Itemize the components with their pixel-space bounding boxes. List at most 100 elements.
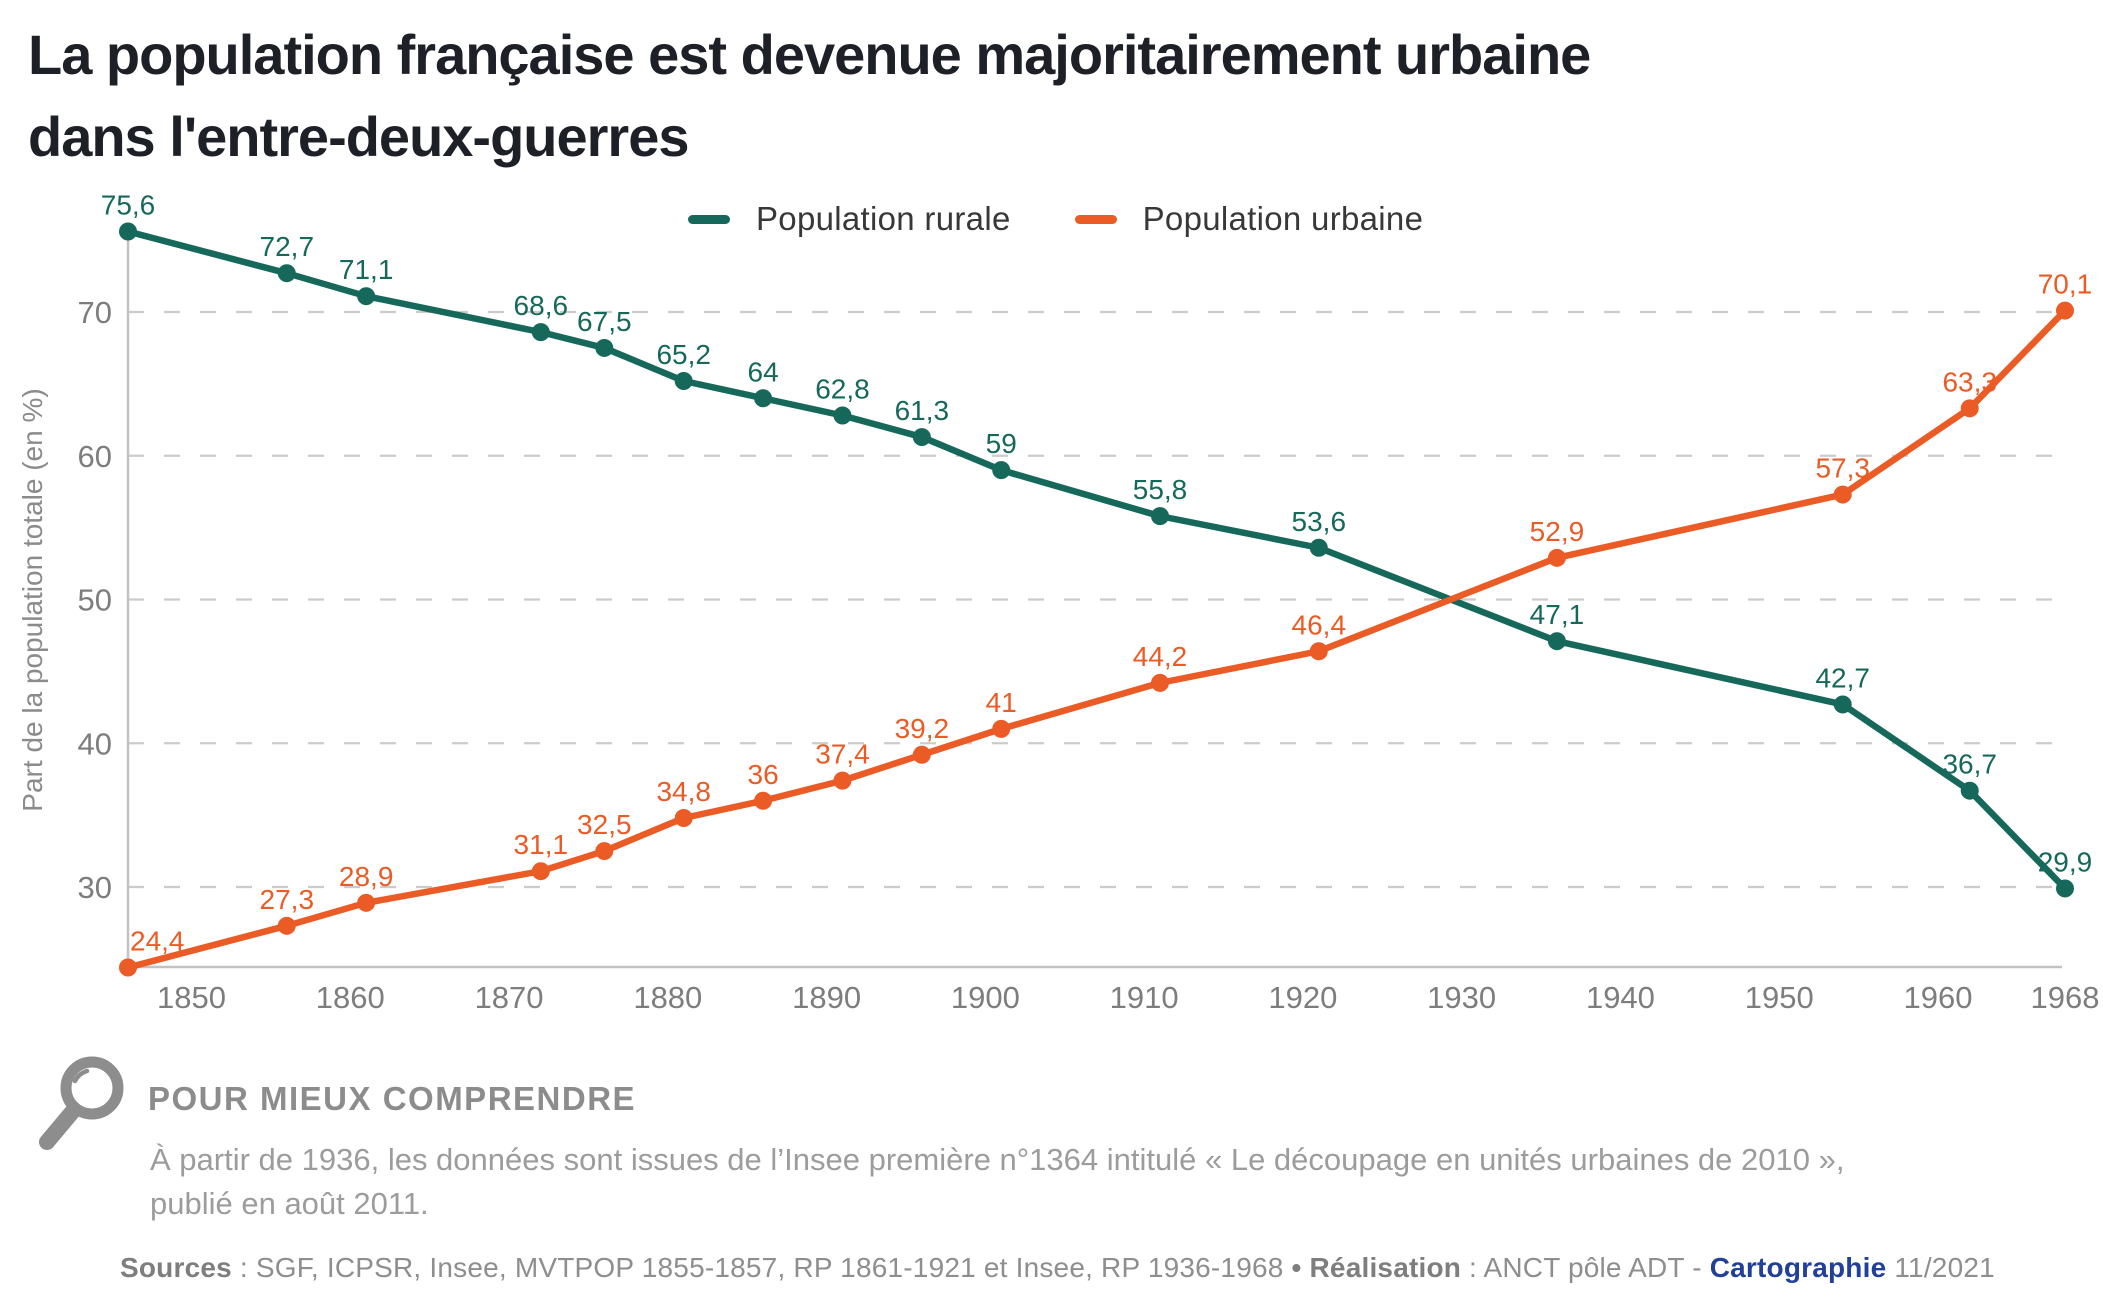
rural-data-point [1833, 695, 1852, 714]
sources-label: Sources [120, 1252, 232, 1283]
rural-data-point [912, 428, 931, 447]
rural-data-label: 65,2 [656, 339, 711, 370]
rural-data-point [2055, 879, 2074, 898]
rural-data-label: 42,7 [1815, 662, 1870, 693]
rural-data-point [119, 222, 137, 241]
urban-data-label: 39,2 [895, 713, 950, 744]
x-tick-label: 1900 [951, 980, 1020, 1015]
urban-data-point [674, 809, 693, 827]
x-tick-label: 1880 [633, 980, 702, 1015]
rural-data-point [357, 287, 376, 306]
rural-data-point [992, 461, 1011, 480]
rural-data-label: 71,1 [339, 254, 394, 285]
rural-data-point [1960, 781, 1979, 800]
realisation-label: • Réalisation [1291, 1252, 1462, 1283]
x-tick-label: 1950 [1745, 980, 1814, 1015]
rural-data-point [1151, 507, 1170, 526]
y-tick-label: 60 [78, 439, 112, 474]
urban-data-label: 32,5 [577, 809, 632, 840]
urban-data-label: 63,3 [1942, 366, 1997, 397]
rural-data-label: 75,6 [101, 190, 156, 221]
urban-data-point [277, 916, 296, 935]
urban-data-label: 57,3 [1815, 453, 1870, 484]
rural-data-label: 62,8 [815, 374, 870, 405]
x-tick-label: 1860 [316, 980, 385, 1015]
rural-data-label: 55,8 [1133, 474, 1188, 505]
rural-data-label: 59 [986, 428, 1017, 459]
urban-data-point [1833, 485, 1852, 504]
urban-data-point [992, 719, 1011, 738]
rural-data-point [833, 406, 852, 425]
x-tick-label: 1960 [1903, 980, 1972, 1015]
y-tick-label: 50 [78, 583, 112, 618]
urban-data-point [833, 771, 852, 790]
urban-data-point [912, 745, 931, 764]
page-title-line1: La population française est devenue majo… [28, 23, 1591, 86]
rural-data-point [277, 264, 296, 283]
rural-data-label: 47,1 [1530, 599, 1585, 630]
urban-data-label: 44,2 [1133, 641, 1188, 672]
urban-data-label: 27,3 [260, 884, 315, 915]
x-tick-label: 1968 [2031, 980, 2100, 1015]
note-heading: POUR MIEUX COMPRENDRE [148, 1080, 637, 1117]
urban-data-label: 70,1 [2038, 269, 2093, 300]
urban-data-label: 41 [986, 687, 1017, 718]
page-title: La population française est devenue majo… [28, 14, 1591, 178]
magnifier-icon [39, 1056, 124, 1150]
legend-item-urban: Population urbaine [1074, 200, 1424, 238]
y-tick-label: 70 [78, 295, 112, 330]
rural-line [124, 228, 2069, 892]
population-line-chart: 30 40 50 60 70 1850 1860 1870 1880 1890 1900 1910 19… [17, 190, 2100, 1016]
rural-data-point [1547, 632, 1566, 651]
urban-data-label: 52,9 [1530, 516, 1585, 547]
rural-data-point [1309, 538, 1328, 557]
urban-data-point [2055, 301, 2074, 320]
rural-data-label: 72,7 [260, 231, 315, 262]
realisation-text: : ANCT pôle ADT - [1461, 1252, 1710, 1283]
note-body-line2: publié en août 2011. [150, 1186, 429, 1221]
y-tick-label: 40 [78, 726, 112, 761]
urban-data-point [1547, 548, 1566, 567]
rural-data-point [754, 389, 773, 408]
legend-label-urban: Population urbaine [1142, 200, 1424, 237]
x-tick-label: 1850 [157, 980, 226, 1015]
rural-data-label: 36,7 [1942, 749, 1997, 780]
y-tick-label: 30 [78, 870, 112, 905]
rural-data-point [595, 338, 614, 357]
urban-data-label: 28,9 [339, 861, 394, 892]
urban-data-label: 24,4 [130, 926, 185, 957]
cartographie-credit: Cartographie [1709, 1252, 1887, 1283]
urban-data-label: 31,1 [514, 829, 569, 860]
x-tick-label: 1930 [1427, 980, 1496, 1015]
urban-data-point [357, 893, 376, 912]
urban-data-point [1309, 642, 1328, 661]
urban-data-point [1960, 399, 1979, 418]
footer-date: 11/2021 [1886, 1252, 1995, 1283]
footer-credits: Sources : SGF, ICPSR, Insee, MVTPOP 1855… [120, 1252, 1995, 1284]
legend: Population rurale Population urbaine [688, 200, 1423, 238]
legend-item-rural: Population rurale [688, 200, 1011, 238]
x-tick-label: 1920 [1268, 980, 1337, 1015]
note-body: À partir de 1936, les données sont issue… [150, 1138, 1844, 1226]
rural-data-label: 64 [748, 356, 779, 387]
rural-data-label: 29,9 [2038, 846, 2093, 877]
y-axis-title: Part de la population totale (en %) [17, 388, 48, 811]
note-body-line1: À partir de 1936, les données sont issue… [150, 1142, 1845, 1177]
x-tick-label: 1940 [1586, 980, 1655, 1015]
x-tick-label: 1870 [475, 980, 544, 1015]
rural-data-point [674, 372, 693, 390]
urban-line [124, 307, 2069, 971]
rural-data-label: 67,5 [577, 306, 632, 337]
rural-data-label: 53,6 [1292, 506, 1347, 537]
rural-line-swatch [688, 214, 730, 224]
urban-data-point [595, 842, 614, 861]
legend-label-rural: Population rurale [756, 200, 1011, 237]
rural-data-label: 61,3 [895, 395, 950, 426]
urban-data-point [754, 791, 773, 810]
x-tick-label: 1910 [1110, 980, 1179, 1015]
rural-data-label: 68,6 [514, 290, 569, 321]
urban-data-point [531, 862, 550, 881]
urban-data-point [1151, 673, 1170, 692]
sources-text: : SGF, ICPSR, Insee, MVTPOP 1855-1857, R… [231, 1252, 1292, 1283]
